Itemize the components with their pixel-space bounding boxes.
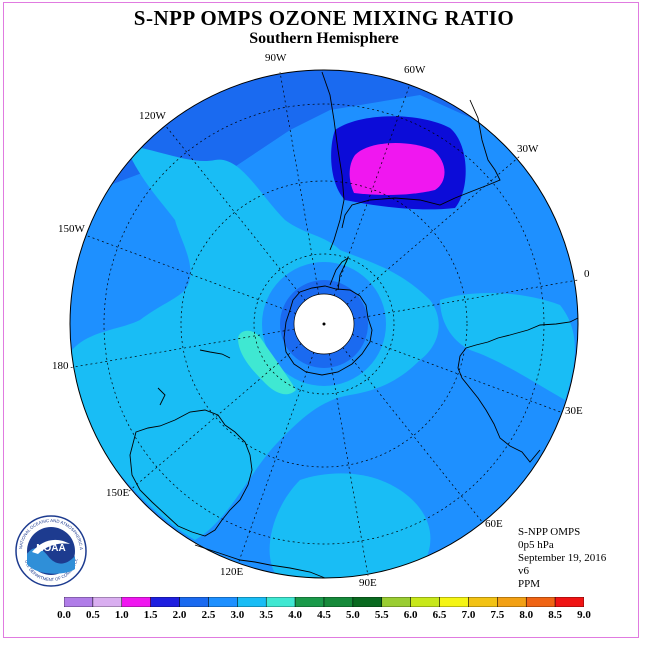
- lat-circle-70: [180, 180, 468, 468]
- colorbar-tick-label: 9.0: [577, 609, 591, 621]
- colorbar-tick-label: 8.0: [519, 609, 534, 621]
- noaa-logo-text: NOAA: [36, 543, 65, 554]
- colorbar-segment: [468, 597, 498, 607]
- coast-new-zealand: [157, 349, 231, 406]
- coast-australia: [129, 409, 253, 537]
- colorbar-segment: [265, 597, 296, 607]
- coast-south-america: [321, 71, 501, 251]
- colorbar-segment: [121, 597, 151, 607]
- field-3-0-east: [440, 293, 575, 400]
- lat-circle-60: [103, 103, 545, 545]
- colorbar-segment: [497, 597, 527, 607]
- colorbar-tick-label: 3.5: [259, 609, 274, 621]
- lon-label-120w: 120W: [139, 110, 166, 122]
- lon-label-180: 180: [52, 360, 69, 372]
- coast-antarctica: [283, 285, 373, 376]
- colorbar-segment: [208, 597, 238, 607]
- coast-antarctic-peninsula: [329, 256, 350, 291]
- field-3-5: [238, 330, 296, 395]
- map-boundary: [69, 69, 579, 579]
- noaa-logo-wave: [27, 548, 75, 574]
- colorbar-segment: [525, 597, 556, 607]
- colorbar-segment: [323, 597, 354, 607]
- colorbar-segment: [439, 597, 469, 607]
- meridian-30w: [323, 155, 521, 325]
- colorbar-segment: [410, 597, 440, 607]
- meridian-180: [67, 323, 325, 369]
- colorbar-tick-label: 1.5: [143, 609, 158, 621]
- map-subtitle: Southern Hemisphere: [249, 30, 399, 47]
- lon-label-150e: 150E: [106, 487, 130, 499]
- colorbar-tick-label: 5.0: [346, 609, 360, 621]
- colorbar-tick-label: 2.5: [201, 609, 216, 621]
- coastlines: [129, 71, 579, 579]
- coast-africa: [457, 317, 579, 463]
- meridian-150e: [127, 323, 325, 493]
- colorbar-segment: [150, 597, 180, 607]
- coast-indonesia: [194, 544, 326, 579]
- info-level: 0p5 hPa: [518, 539, 554, 551]
- colorbar-segment: [352, 597, 383, 607]
- lon-label-120e: 120E: [220, 566, 244, 578]
- colorbar-tick-label: 8.5: [548, 609, 562, 621]
- colorbar-segment: [381, 597, 411, 607]
- field-3-0-south: [269, 473, 431, 578]
- meridians: [67, 71, 579, 577]
- colorbar-tick-label: 7.5: [490, 609, 505, 621]
- noaa-logo: NATIONAL OCEANIC AND ATMOSPHERIC ADMINIS…: [14, 514, 87, 587]
- product-info: S-NPP OMPS 0p5 hPa September 19, 2016 v6…: [518, 526, 606, 591]
- south-pole-marker: [322, 322, 326, 326]
- lon-label-0: 0: [584, 268, 590, 280]
- plot-frame: [3, 2, 639, 638]
- colorbar-tick-label: 6.5: [432, 609, 447, 621]
- colorbar: [64, 597, 584, 607]
- lon-label-60w: 60W: [404, 64, 426, 76]
- map-title: S-NPP OMPS OZONE MIXING RATIO: [133, 6, 515, 30]
- latitude-circles: [103, 103, 545, 545]
- lon-label-150w: 150W: [58, 223, 85, 235]
- colorbar-tick-label: 3.0: [230, 609, 245, 621]
- colorbar-tick-label: 0.5: [86, 609, 100, 621]
- colorbar-segment: [92, 597, 123, 607]
- colorbar-tick-label: 4.5: [317, 609, 331, 621]
- lon-label-30w: 30W: [517, 143, 539, 155]
- lat-circle-80: [253, 253, 395, 395]
- field-1-0: [349, 143, 445, 195]
- info-units: PPM: [518, 578, 541, 590]
- colorbar-tick-label: 5.5: [374, 609, 389, 621]
- lon-label-60e: 60E: [485, 518, 503, 530]
- noaa-logo-bird: [32, 539, 70, 554]
- lon-label-30e: 30E: [565, 405, 583, 417]
- colorbar-segment: [64, 597, 94, 607]
- colorbar-segment: [294, 597, 325, 607]
- info-date: September 19, 2016: [518, 552, 607, 564]
- colorbar-tick-label: 1.0: [114, 609, 129, 621]
- colorbar-tick-label: 2.0: [172, 609, 187, 621]
- lon-label-90w: 90W: [265, 52, 287, 64]
- colorbar-segment: [179, 597, 209, 607]
- lon-label-90e: 90E: [359, 577, 377, 589]
- colorbar-tick-label: 0.0: [57, 609, 71, 621]
- colorbar-segment: [554, 597, 584, 607]
- colorbar-tick-label: 4.0: [288, 609, 302, 621]
- colorbar-tick-label: 6.0: [403, 609, 418, 621]
- info-version: v6: [518, 565, 529, 577]
- info-instrument: S-NPP OMPS: [518, 526, 581, 538]
- colorbar-segment: [237, 597, 267, 607]
- colorbar-tick-label: 7.0: [461, 609, 476, 621]
